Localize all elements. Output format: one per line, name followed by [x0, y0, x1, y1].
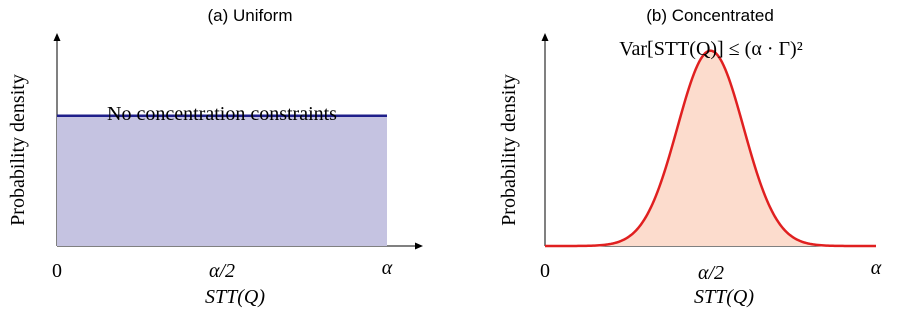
panel-a-xlabel: STT(Q) — [205, 286, 265, 308]
panel-a-tick-0: 0 — [52, 260, 62, 282]
panel-b-title: (b) Concentrated — [646, 6, 774, 25]
panel-a-annotation: No concentration constraints — [107, 103, 337, 125]
panel-b-tick-0: 0 — [540, 260, 550, 282]
panel-b-density-fill — [545, 50, 876, 247]
panel-a-tick-alpha: α — [382, 257, 393, 279]
panel-b-xlabel: STT(Q) — [694, 286, 754, 308]
panel-a-tick-half: α/2 — [209, 260, 235, 282]
panel-b-annotation: Var[STT(Q)] ≤ (α · Γ)² — [619, 38, 802, 60]
panel-uniform: (a) Uniform Probability density No conce… — [7, 6, 423, 308]
panel-a-density-fill — [57, 115, 387, 246]
panel-b-density-line — [545, 49, 876, 248]
panel-b-tick-alpha: α — [871, 257, 882, 279]
panel-b-ylabel: Probability density — [498, 74, 520, 226]
panel-a-ylabel: Probability density — [7, 74, 29, 226]
panel-a-y-arrow — [53, 33, 61, 41]
panel-a-x-arrow — [415, 242, 423, 250]
panel-b-tick-half: α/2 — [698, 262, 724, 284]
panel-a-title: (a) Uniform — [207, 6, 292, 25]
panel-b-y-arrow — [541, 33, 549, 41]
panel-concentrated: (b) Concentrated Probability density Var… — [498, 6, 882, 308]
